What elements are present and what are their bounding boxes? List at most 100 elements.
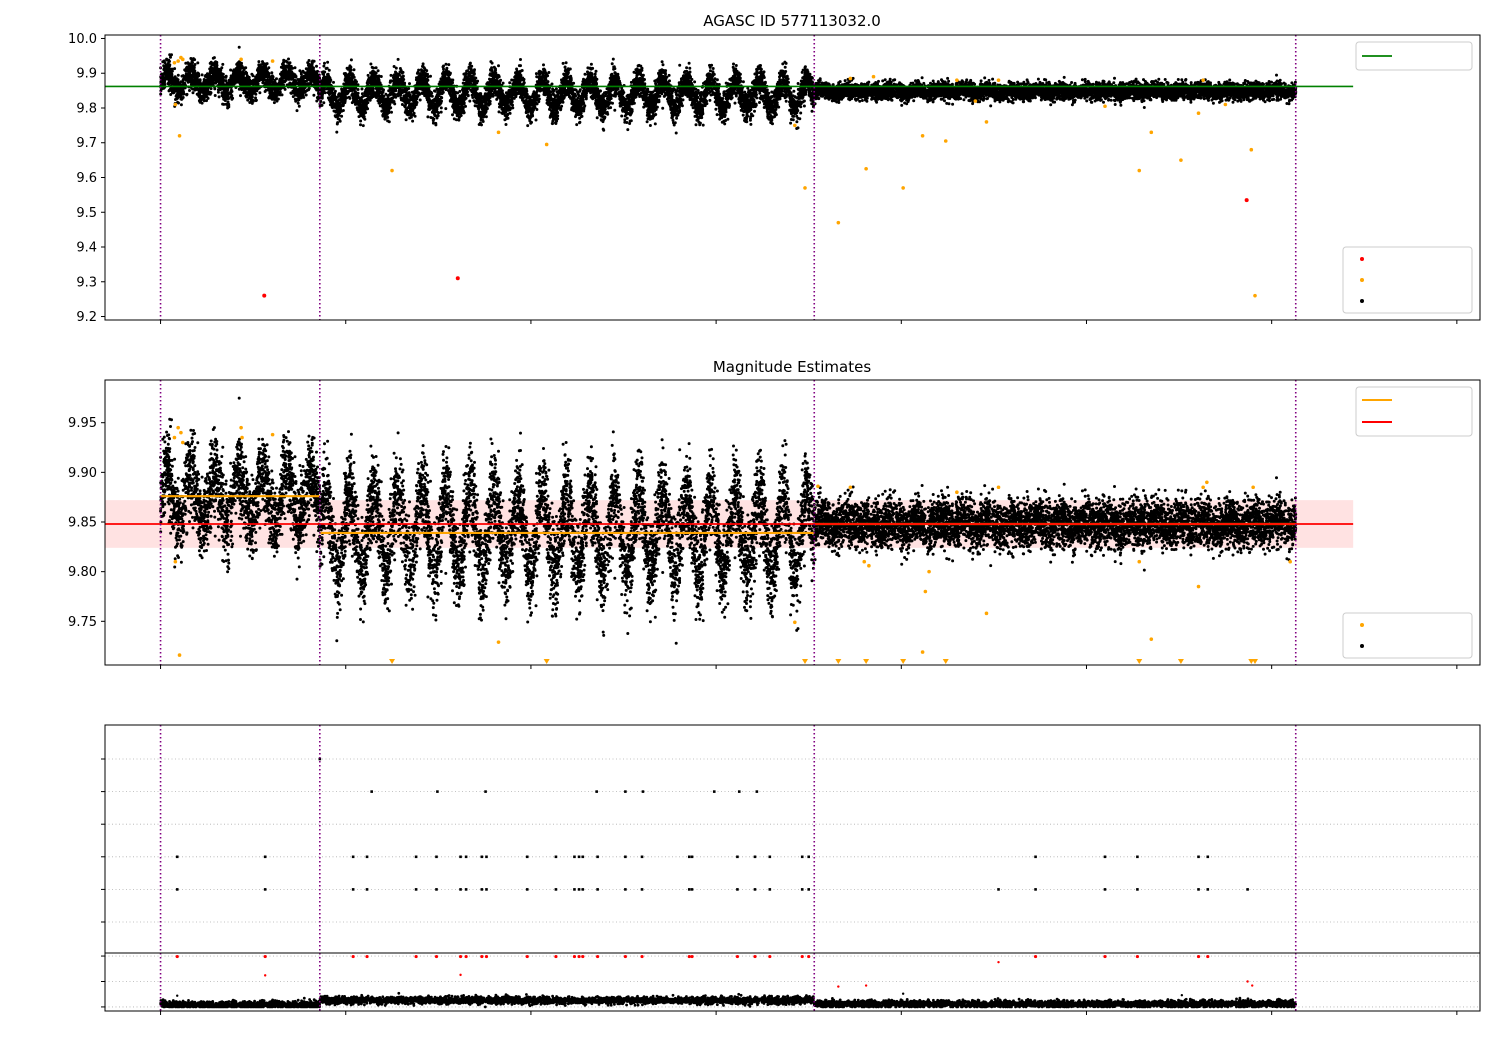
estimates-clipped-marker (389, 659, 396, 664)
flag-marker (464, 855, 468, 859)
estimates-highlighted-point (1205, 480, 1209, 485)
estimates-y-tick-label: 9.85 (68, 516, 97, 531)
agasc-panel-points (159, 45, 1298, 298)
estimates-ok-points (159, 396, 322, 581)
estimates-clipped-marker (1136, 659, 1143, 664)
agasc-highlighted-point (920, 133, 925, 138)
agasc-legend-marker (1360, 257, 1364, 261)
estimates-clipped-marker (863, 659, 870, 664)
estimates-highlighted-point (1149, 637, 1154, 641)
flag-marker (736, 855, 739, 859)
agasc-highlighted-point (864, 167, 868, 171)
flag-marker (484, 790, 487, 793)
agasc-y-tick-label: 9.6 (76, 171, 97, 186)
dr-clipped-point (753, 954, 757, 959)
agasc-not-ok-point (1244, 198, 1249, 203)
estimates-clipped-marker (1252, 659, 1258, 664)
estimates-highlighted-point (1288, 559, 1292, 564)
agasc-ok-points (812, 73, 1298, 109)
agasc-y-tick-label: 9.2 (76, 310, 97, 325)
dr-clipped-point (581, 954, 585, 959)
estimates-highlighted-point (996, 485, 1001, 490)
dr-not-ok-point (263, 974, 267, 977)
estimates-highlighted-point (496, 640, 501, 644)
dr-clipped-point (807, 954, 811, 959)
estimates-highlighted-point (239, 425, 243, 430)
agasc-highlighted-point (1196, 111, 1201, 116)
flag-marker (175, 855, 179, 859)
estimates-highlighted-point (923, 589, 928, 594)
flags-panel-points (159, 725, 1297, 1011)
agasc-y-tick-label: 9.8 (76, 101, 97, 116)
agasc-y-tick-label: 9.7 (76, 136, 97, 151)
dr-clipped-point (365, 954, 369, 959)
estimates-legend-lower (1342, 612, 1473, 659)
agasc-not-ok-point (262, 293, 267, 298)
flag-marker (1197, 888, 1200, 891)
dr-ok-points (159, 991, 1297, 1009)
dr-clipped-point (1206, 954, 1210, 959)
dr-clipped-point (595, 954, 600, 959)
flag-marker (554, 855, 558, 859)
agasc-highlighted-point (996, 78, 1001, 82)
flag-marker (175, 888, 179, 891)
estimates-highlighted-point (793, 620, 797, 625)
flag-marker (596, 855, 599, 859)
flag-marker (263, 855, 267, 859)
dr-clipped-point (690, 954, 694, 959)
dr-clipped-point (480, 954, 484, 959)
estimates-highlighted-point (177, 653, 182, 657)
dr-ok-point (901, 992, 905, 995)
flags-axes-frame (104, 724, 1481, 954)
estimates-highlighted-point (867, 563, 871, 568)
dr-not-ok-point (864, 984, 868, 987)
flag-marker (641, 790, 645, 793)
flag-marker (525, 888, 529, 891)
estimates-legend-marker (1360, 644, 1364, 648)
agasc-highlighted-point (496, 130, 501, 135)
estimates-panel-axes: 9.75 9.80 9.85 9.90 9.95 (68, 379, 1481, 669)
agasc-highlighted-point (239, 57, 243, 62)
estimates-highlighted-point (1196, 584, 1201, 589)
estimates-highlighted-point (179, 430, 183, 435)
dr-clipped-point (484, 954, 489, 959)
dr-clipped-point (175, 954, 179, 959)
flag-marker (1103, 888, 1107, 891)
agasc-ok-points (159, 45, 322, 113)
flag-marker (436, 790, 439, 793)
flag-marker (1206, 888, 1210, 891)
flag-marker (1206, 855, 1210, 859)
agasc-highlighted-point (1137, 168, 1142, 173)
agasc-highlighted-point (180, 57, 185, 62)
flag-marker (1034, 855, 1037, 859)
flag-marker (435, 888, 438, 891)
agasc-highlighted-point (1179, 158, 1183, 162)
dr-clipped-point (687, 954, 691, 959)
flag-marker (753, 855, 757, 859)
flag-marker (690, 855, 694, 859)
dr-clipped-point (351, 954, 355, 959)
estimates-clipped-marker (942, 659, 949, 664)
estimates-clipped-marker (543, 659, 550, 664)
flag-marker (712, 790, 716, 793)
agasc-highlighted-point (943, 139, 948, 143)
flag-marker (365, 855, 369, 859)
estimates-clipped-marker (802, 659, 808, 664)
flags-panel-axes (101, 724, 1481, 1015)
dr-clipped-point (525, 954, 529, 959)
dr-not-ok-point (997, 960, 1000, 964)
flag-marker (365, 888, 369, 891)
estimates-highlighted-point (270, 432, 275, 437)
estimates-highlighted-point (848, 485, 853, 490)
flag-marker (624, 855, 627, 859)
agasc-highlighted-point (1149, 130, 1154, 135)
agasc-highlighted-point (177, 133, 182, 138)
flag-marker (1034, 888, 1037, 891)
agasc-highlighted-point (803, 186, 807, 190)
agasc-y-tick-label: 9.4 (76, 241, 97, 256)
dr-clipped-point (458, 954, 463, 959)
agasc-highlighted-point (176, 59, 180, 63)
estimates-highlighted-point (176, 425, 180, 430)
flag-marker (1246, 888, 1249, 891)
flag-marker (1103, 855, 1107, 859)
